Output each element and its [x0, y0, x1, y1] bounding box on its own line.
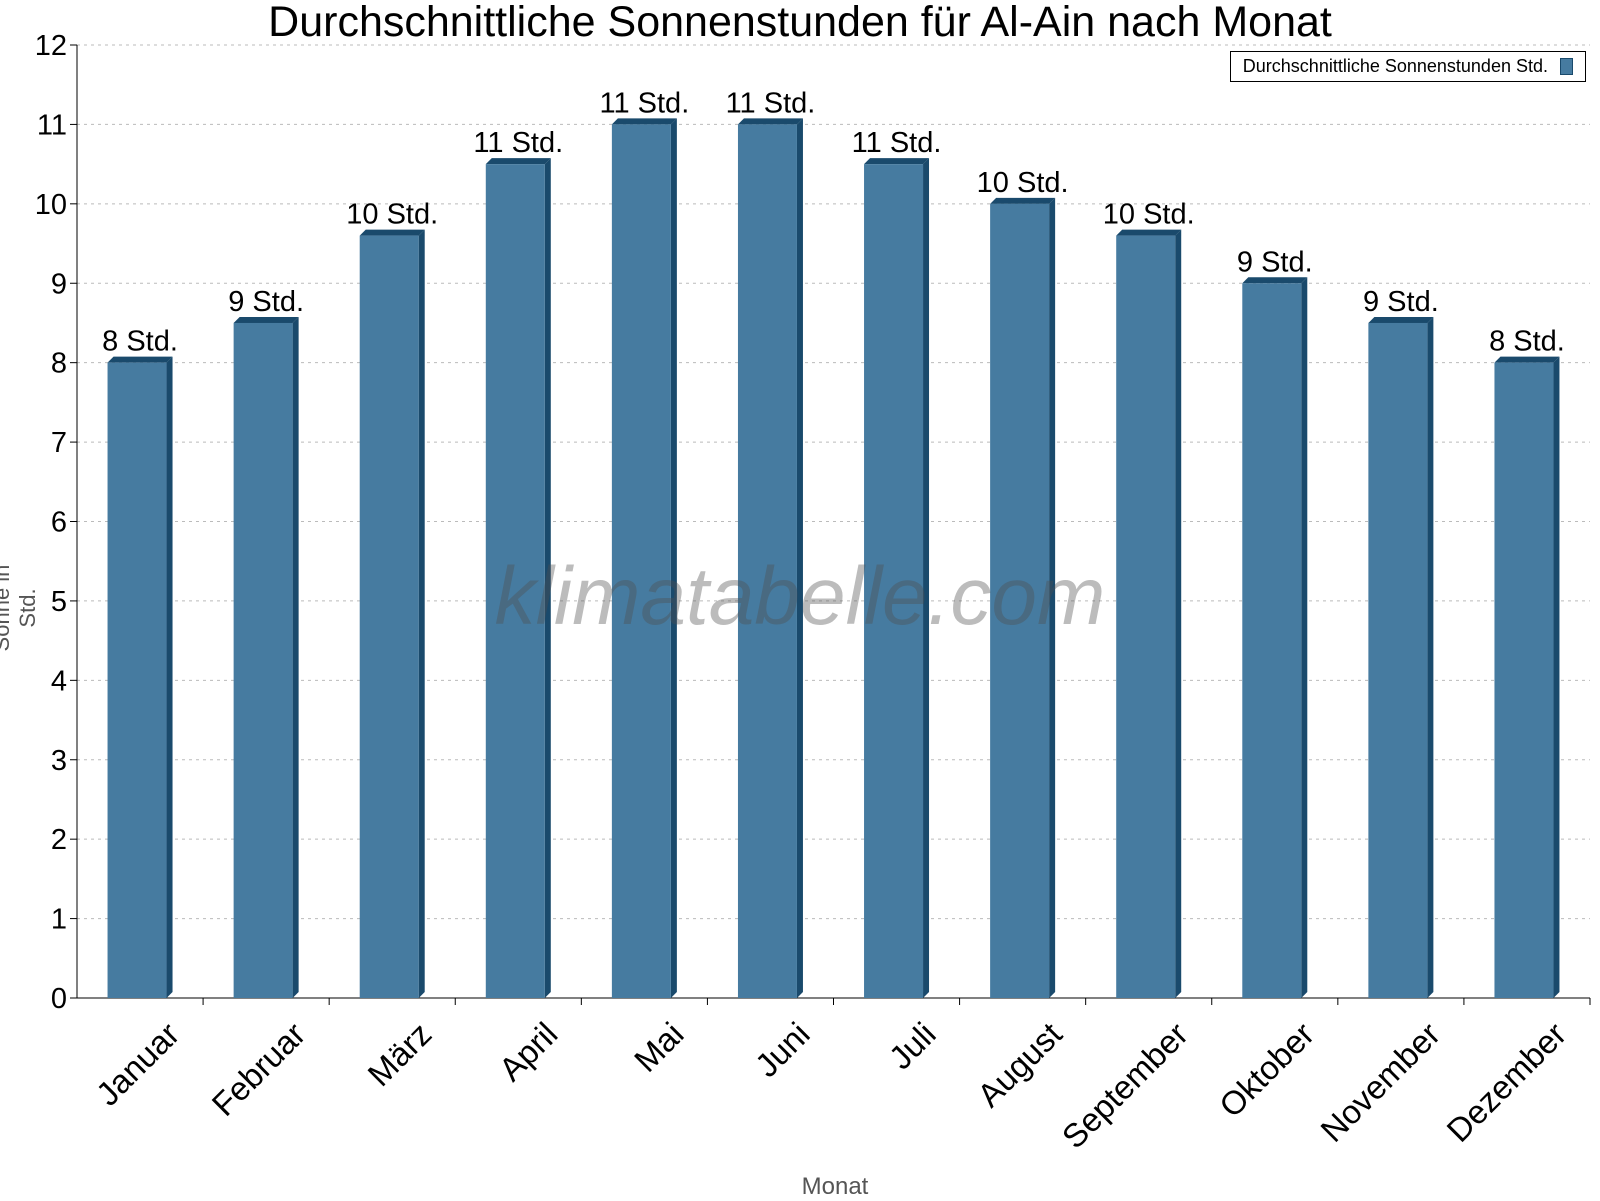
bar-side: [1427, 316, 1434, 998]
y-tick-label: 4: [51, 665, 67, 697]
bar: [611, 124, 671, 998]
bar: [990, 203, 1050, 999]
bar: [485, 164, 545, 998]
x-tick-label: März: [360, 1015, 438, 1093]
legend: Durchschnittliche Sonnenstunden Std.: [1229, 51, 1586, 82]
y-tick-label: 2: [51, 824, 67, 856]
y-tick-label: 3: [51, 745, 67, 777]
data-label: 11 Std.: [726, 87, 816, 119]
bar: [737, 124, 797, 998]
bar-side: [1553, 356, 1560, 999]
watermark: klimatabelle.com: [494, 551, 1106, 642]
bar-top: [737, 118, 803, 125]
y-tick-label: 0: [51, 983, 67, 1015]
x-tick-label: Februar: [205, 1015, 313, 1123]
bar: [233, 322, 293, 998]
bar-top: [233, 316, 299, 323]
bar-top: [864, 158, 930, 165]
data-label: 10 Std.: [346, 199, 438, 231]
bar-side: [923, 158, 930, 998]
x-tick-label: Januar: [89, 1015, 187, 1113]
bar-top: [990, 197, 1056, 204]
y-tick-label: 9: [51, 268, 67, 300]
y-tick-label: 1: [51, 904, 67, 936]
x-tick-label: Dezember: [1439, 1015, 1573, 1149]
y-tick-label: 11: [37, 109, 67, 141]
x-tick-label: April: [492, 1015, 565, 1088]
data-label: 9 Std.: [228, 286, 304, 318]
bar-top: [107, 356, 173, 363]
bar: [1242, 283, 1302, 998]
bar-side: [292, 316, 299, 998]
bar-side: [670, 118, 677, 998]
bar-top: [1116, 229, 1182, 236]
x-tick-label: August: [970, 1015, 1069, 1114]
x-tick-label: Oktober: [1212, 1015, 1321, 1124]
bar-side: [1175, 229, 1182, 999]
bar: [1368, 322, 1428, 998]
data-label: 8 Std.: [102, 326, 178, 358]
bar: [1116, 235, 1176, 999]
x-tick-label: Mai: [627, 1015, 691, 1079]
x-tick-label: September: [1055, 1015, 1195, 1155]
legend-swatch: [1560, 58, 1573, 75]
bar-side: [796, 118, 803, 998]
data-label: 9 Std.: [1363, 286, 1439, 318]
bar-side: [418, 229, 425, 999]
bar-top: [1368, 316, 1434, 323]
data-label: 11 Std.: [852, 127, 942, 159]
y-tick-label: 5: [51, 586, 67, 618]
data-label: 8 Std.: [1489, 326, 1565, 358]
y-tick-label: 6: [51, 507, 67, 539]
bar: [1494, 362, 1554, 999]
bar-side: [1301, 277, 1308, 998]
x-tick-label: Juli: [882, 1015, 943, 1076]
data-label: 9 Std.: [1237, 246, 1313, 278]
legend-label: Durchschnittliche Sonnenstunden Std.: [1242, 56, 1548, 76]
bar-top: [1242, 277, 1308, 284]
chart-title: Durchschnittliche Sonnenstunden für Al-A…: [268, 0, 1332, 46]
bar: [107, 362, 167, 999]
bar-top: [1494, 356, 1560, 363]
bar-top: [359, 229, 425, 236]
bar-side: [544, 158, 551, 998]
y-tick-label: 7: [51, 427, 67, 459]
y-tick-label: 12: [35, 30, 67, 62]
bar-side: [166, 356, 173, 999]
y-tick-label: 8: [51, 348, 67, 380]
x-tick-label: November: [1313, 1015, 1447, 1149]
bar-side: [1049, 197, 1056, 999]
data-label: 10 Std.: [1103, 199, 1195, 231]
x-axis-label: Monat: [801, 1173, 869, 1200]
x-tick-label: Juni: [748, 1015, 817, 1084]
data-label: 11 Std.: [473, 127, 563, 159]
bar-top: [485, 158, 551, 165]
bar: [359, 235, 419, 999]
data-label: 11 Std.: [600, 87, 690, 119]
y-tick-label: 10: [35, 189, 67, 221]
bar-top: [611, 118, 677, 125]
bar: [864, 164, 924, 998]
y-axis-label: Sonne in Std.: [0, 564, 40, 652]
data-label: 10 Std.: [977, 167, 1069, 199]
